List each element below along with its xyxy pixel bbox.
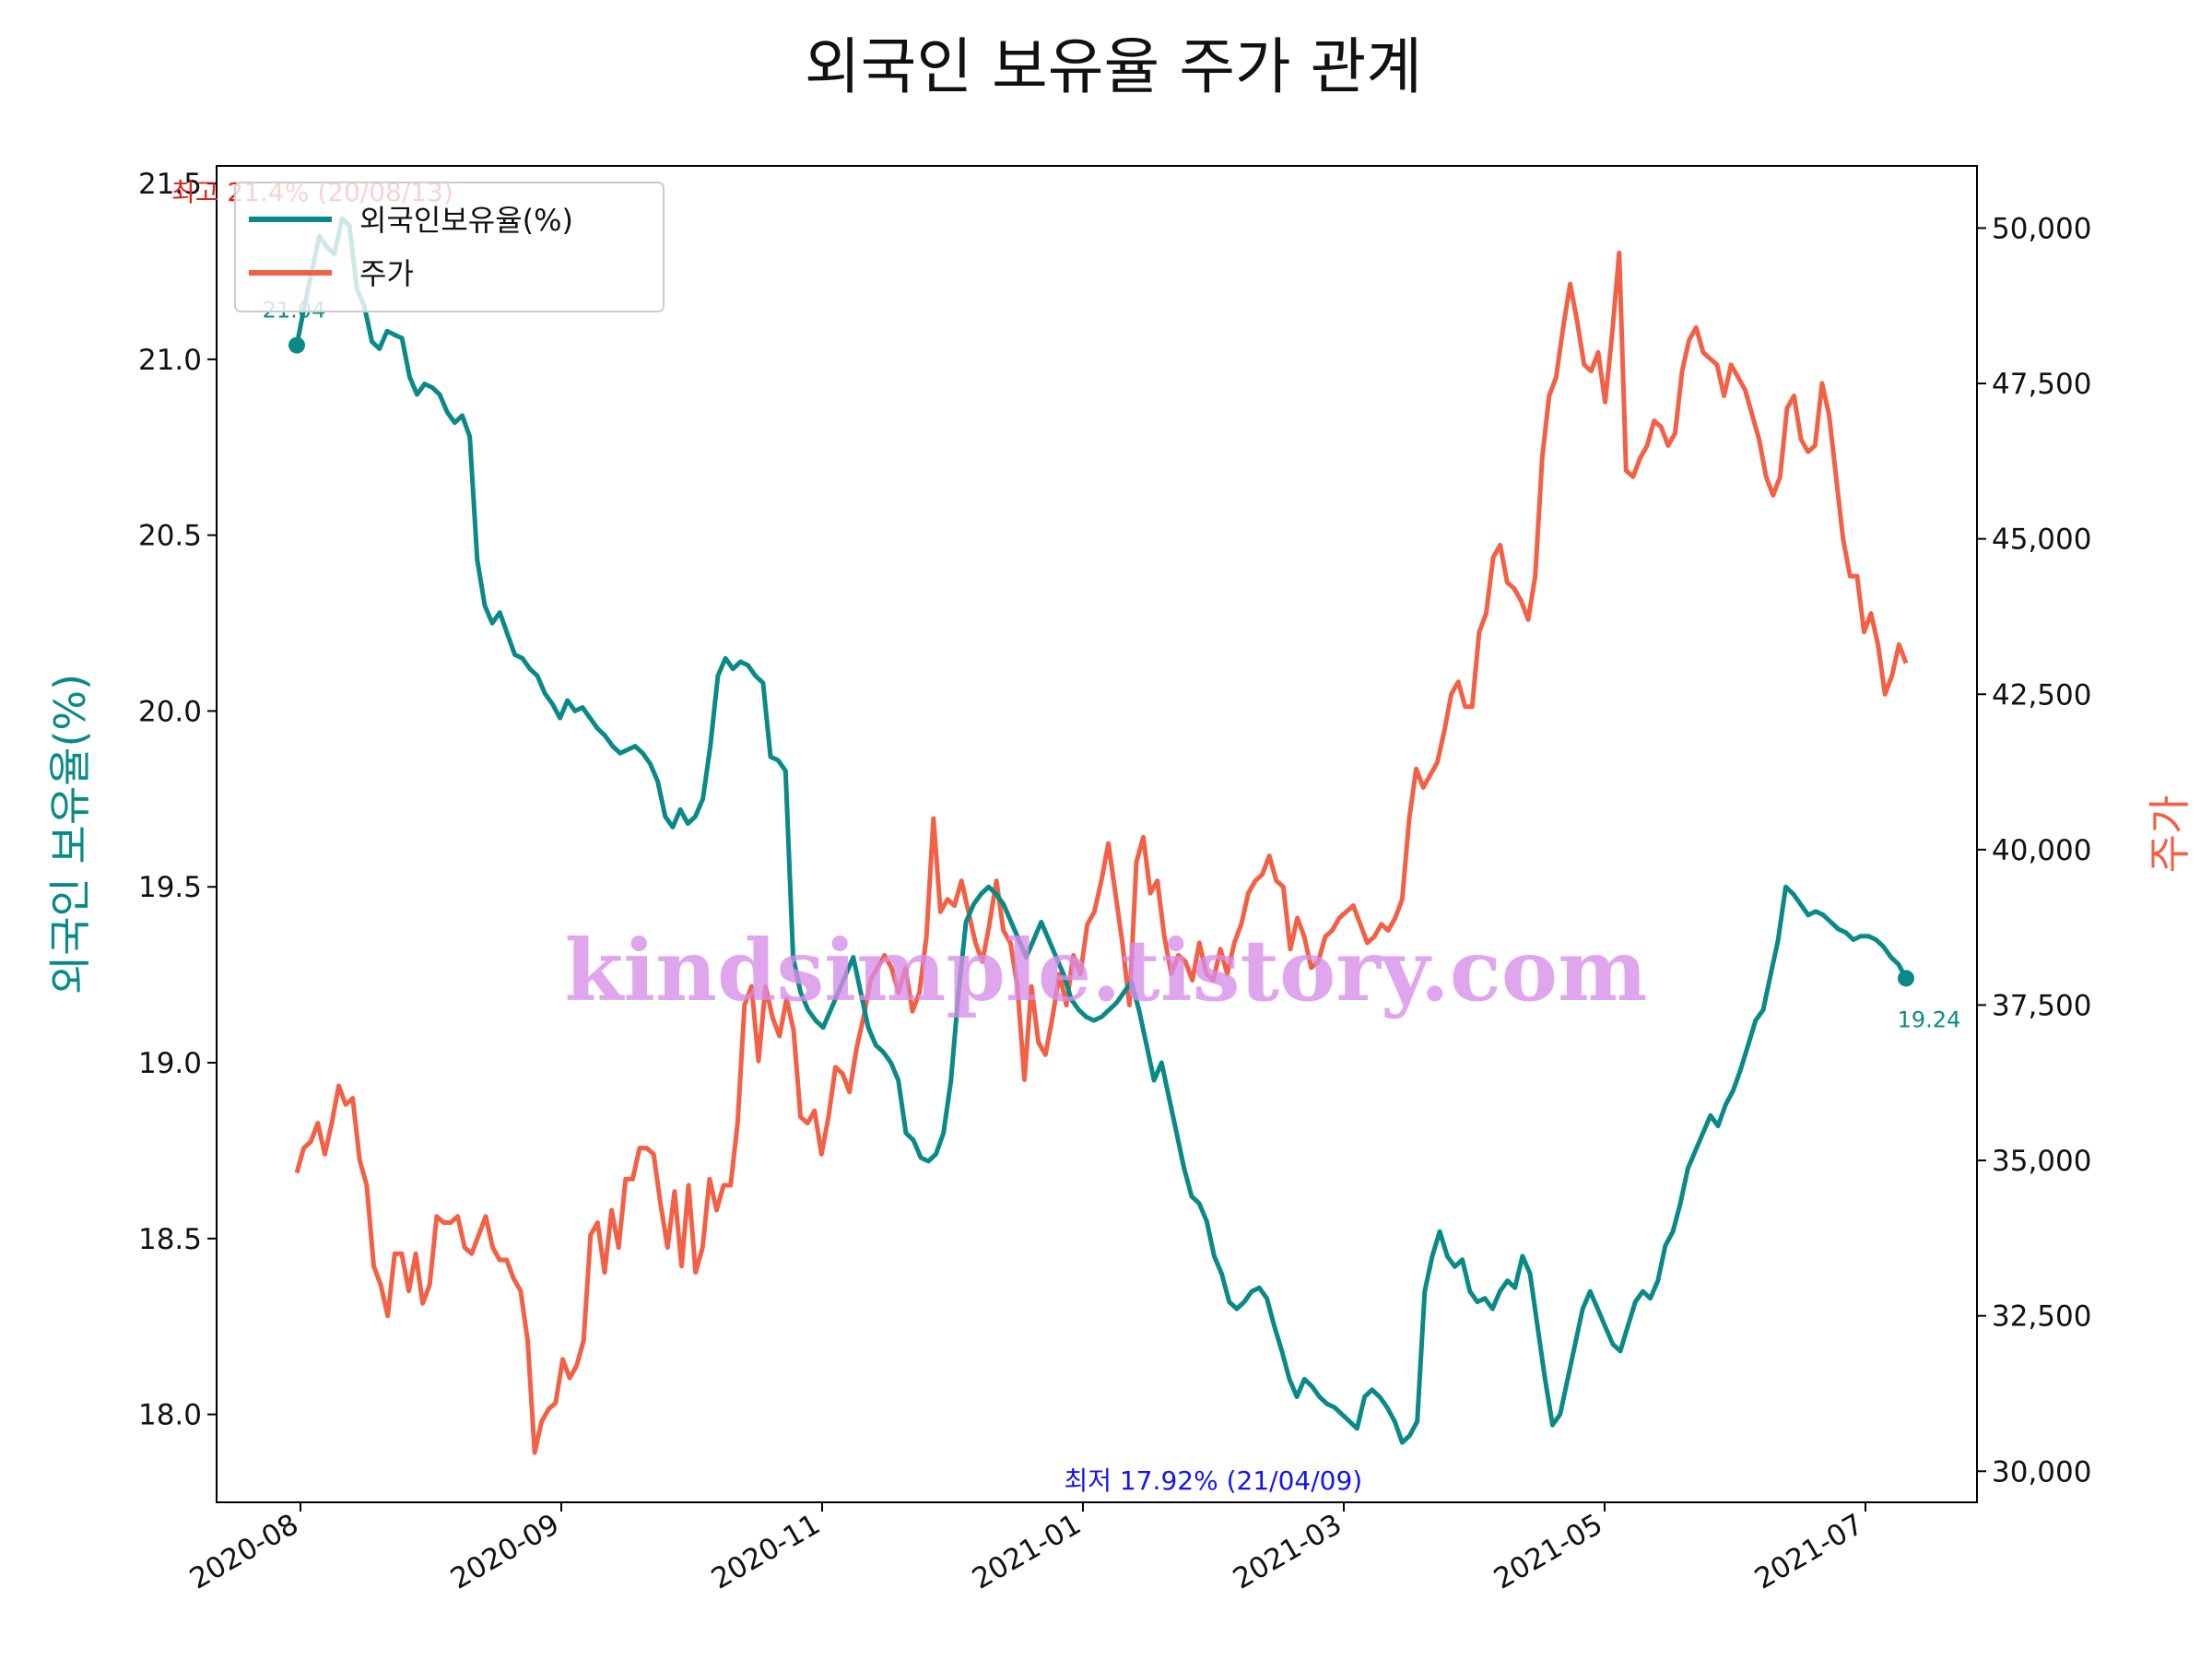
y-right-tick-label: 42,500 — [1992, 678, 2091, 712]
y-left-tick-label: 18.0 — [138, 1399, 202, 1432]
y-right-tick-label: 45,000 — [1992, 524, 2091, 557]
y-left-tick-label: 19.0 — [138, 1047, 202, 1080]
series-line-price — [294, 250, 1909, 1455]
y-right-tick-label: 35,000 — [1992, 1145, 2091, 1178]
series-lines — [294, 216, 1909, 1455]
y-right-tick-label: 30,000 — [1992, 1455, 2091, 1488]
series-line-holding — [294, 216, 1909, 1445]
y-axis-left-label: 외국인 보유율(%) — [45, 674, 95, 994]
y-right-tick-label: 32,500 — [1992, 1300, 2091, 1334]
y-right-tick-label: 40,000 — [1992, 834, 2091, 867]
y-right-tick-label: 37,500 — [1992, 989, 2091, 1022]
min-annotation: 최저 17.92% (21/04/09) — [1065, 1465, 1363, 1496]
legend-box — [234, 182, 665, 312]
plot-frame — [216, 165, 1978, 1503]
end-value-label: 19.24 — [1898, 1006, 1961, 1032]
legend-label-holding: 외국인보유율(%) — [359, 203, 573, 238]
y-left-tick-label: 21.0 — [138, 344, 202, 377]
y-right-tick-label: 47,500 — [1992, 368, 2091, 401]
y-right-tick-label: 50,000 — [1992, 212, 2091, 245]
legend-label-price: 주가 — [359, 256, 414, 291]
legend: 외국인보유율(%) 주가 — [234, 182, 665, 312]
start-point-marker — [288, 336, 305, 354]
chart-title: 외국인 보유율 주가 관계 — [805, 31, 1422, 102]
y-left-tick-label: 18.5 — [138, 1223, 202, 1256]
watermark: kindsimple.tistory.com — [564, 921, 1647, 1020]
y-axis-right-label: 주가 — [2145, 795, 2194, 874]
y-left-tick-label: 21.5 — [138, 168, 202, 201]
y-left-tick-label: 19.5 — [138, 871, 202, 904]
y-left-tick-label: 20.0 — [138, 695, 202, 728]
end-point-marker — [1898, 970, 1914, 987]
y-left-tick-label: 20.5 — [138, 520, 202, 553]
